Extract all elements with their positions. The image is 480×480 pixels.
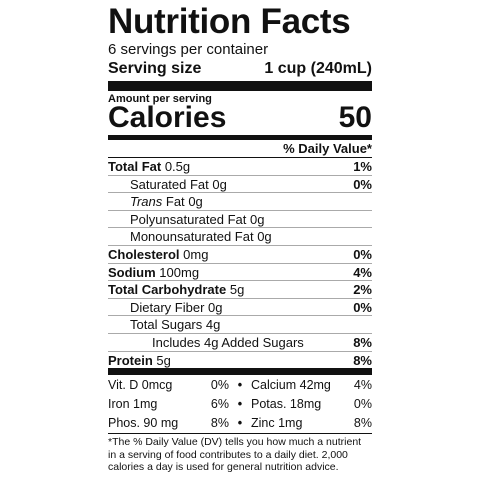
nutrient-amount: 0.5g — [164, 159, 191, 174]
nutrient-name-italic: Trans — [130, 194, 163, 210]
nutrient-amount: 5g — [156, 352, 171, 368]
nutrient-name: Includes 4g Added Sugars — [152, 334, 304, 350]
daily-value: 0% — [353, 176, 372, 192]
nutrient-name: Total Carbohydrate — [108, 282, 227, 298]
nutrient-amount: 0g — [188, 194, 203, 210]
vitamin-dv: 4% — [353, 378, 372, 392]
nutrient-name: Fat — [165, 194, 185, 210]
nutrient: Cholesterol 0mg — [108, 246, 208, 263]
vitamin-name: Vit. D 0mcg — [108, 378, 173, 392]
daily-value: 4% — [353, 264, 372, 280]
serving-size-value: 1 cup (240mL) — [264, 60, 372, 77]
nutrient-name: Monounsaturated Fat — [130, 229, 254, 245]
nutrient: Saturated Fat 0g — [108, 176, 227, 193]
daily-value: 8% — [353, 352, 372, 368]
calories: Calories 50 — [108, 102, 372, 134]
nutrient-rows: Total Fat 0.5g 1% Saturated Fat 0g 0% Trans … — [108, 157, 372, 368]
nutrient: Total Fat 0.5g — [108, 158, 190, 175]
nutrient-row: Polyunsaturated Fat 0g — [108, 209, 372, 228]
servings: 6 servings per container — [108, 41, 269, 58]
nutrient-name: Total Sugars — [130, 317, 203, 333]
bullet: • — [237, 416, 243, 430]
nutrient-amount: 0g — [257, 229, 272, 245]
calories-label: Calories — [108, 101, 227, 134]
calories-value: 50 — [338, 101, 372, 134]
bullet: • — [237, 397, 243, 411]
nutrient-name: Sodium — [108, 264, 156, 280]
vitamin: Vit. D 0mcg 0% — [108, 376, 229, 395]
vitamin: Iron 1mg 6% — [108, 395, 229, 414]
vitamin-dv: 0% — [210, 378, 229, 392]
nutrient: Dietary Fiber 0g — [108, 299, 223, 316]
vitamin-name: Calcium 42mg — [251, 378, 331, 392]
medium-rule — [108, 135, 372, 140]
nutrient-amount: 100mg — [159, 264, 200, 280]
nutrient-row: Total Sugars 4g — [108, 315, 372, 333]
daily-value: 0% — [353, 246, 372, 262]
vitamin-rows: Vit. D 0mcg 0% • Calcium 42mg 4% Iron 1mg 6% • P… — [108, 376, 372, 433]
nutrient: Polyunsaturated Fat 0g — [108, 211, 264, 228]
nutrient-row: Dietary Fiber 0g 0% — [108, 297, 372, 316]
nutrient-amount: 4g — [205, 317, 221, 333]
vitamin-dv: 8% — [353, 416, 372, 430]
thin-rule — [108, 433, 372, 434]
vitamin-name: Iron 1mg — [108, 397, 158, 411]
nutrient-row: Sodium 100mg 4% — [108, 262, 372, 281]
nutrient-name: Polyunsaturated Fat — [130, 211, 247, 227]
title: Nutrition Facts — [108, 2, 351, 41]
vitamin: Potas. 18mg 0% — [251, 395, 372, 414]
serving-size: Serving size 1 cup (240mL) — [108, 59, 372, 78]
vitamin: Zinc 1mg 8% — [251, 414, 372, 433]
amount-per-serving: Amount per serving — [108, 93, 212, 105]
nutrient-name: Saturated Fat — [130, 176, 209, 192]
footnote: *The % Daily Value (DV) tells you how mu… — [108, 436, 362, 473]
vitamin: Calcium 42mg 4% — [251, 376, 372, 395]
dv-header: % Daily Value* — [283, 141, 372, 156]
vitamin-name: Potas. 18mg — [251, 397, 322, 411]
nutrient-amount: 0g — [212, 176, 227, 192]
nutrient-row: Total Carbohydrate 5g 2% — [108, 280, 372, 298]
nutrient-row: Monounsaturated Fat 0g — [108, 227, 372, 245]
daily-value: 0% — [353, 299, 372, 315]
daily-value: 2% — [353, 282, 372, 298]
nutrient: Sodium 100mg — [108, 264, 199, 281]
vitamin-dv: 0% — [353, 397, 372, 411]
nutrient-row: Cholesterol 0mg 0% — [108, 244, 372, 263]
vitamin-name: Phos. 90 mg — [108, 416, 179, 430]
vitamin-dv: 8% — [210, 416, 229, 430]
nutrient-row: Protein 5g 8% — [108, 350, 372, 369]
vitamin-row: Phos. 90 mg 8% • Zinc 1mg 8% — [108, 414, 372, 433]
thick-rule — [108, 368, 372, 375]
nutrient-name: Dietary Fiber — [130, 299, 205, 315]
serving-size-label: Serving size — [108, 60, 202, 77]
nutrition-label: Nutrition Facts 6 servings per container… — [108, 0, 372, 480]
nutrient-name: Cholesterol — [108, 246, 180, 262]
nutrient: Total Carbohydrate 5g — [108, 281, 244, 298]
vitamin-dv: 6% — [210, 397, 229, 411]
nutrient: Includes 4g Added Sugars — [108, 334, 304, 351]
nutrient-amount: 5g — [229, 282, 245, 298]
nutrient-name: Protein — [108, 352, 153, 368]
nutrient-row: Saturated Fat 0g 0% — [108, 174, 372, 193]
vitamin: Phos. 90 mg 8% — [108, 414, 229, 433]
vitamin-row: Iron 1mg 6% • Potas. 18mg 0% — [108, 395, 372, 414]
nutrient-row: Trans Fat 0g — [108, 192, 372, 210]
nutrient: Total Sugars 4g — [108, 316, 220, 333]
daily-value: 8% — [353, 334, 372, 350]
nutrient: Trans Fat 0g — [108, 193, 203, 210]
daily-value: 1% — [353, 159, 372, 174]
nutrient: Monounsaturated Fat 0g — [108, 228, 272, 245]
nutrient-amount: 0g — [249, 211, 265, 227]
vitamin-row: Vit. D 0mcg 0% • Calcium 42mg 4% — [108, 376, 372, 395]
nutrient-amount: 0mg — [183, 246, 209, 262]
nutrient-row: Total Fat 0.5g 1% — [108, 157, 372, 175]
bullet: • — [237, 378, 243, 392]
nutrient: Protein 5g — [108, 352, 171, 369]
nutrient-name: Total Fat — [108, 159, 162, 174]
nutrient-amount: 0g — [208, 299, 223, 315]
vitamin-name: Zinc 1mg — [251, 416, 303, 430]
thick-rule — [108, 81, 372, 91]
nutrient-row: Includes 4g Added Sugars 8% — [108, 332, 372, 351]
